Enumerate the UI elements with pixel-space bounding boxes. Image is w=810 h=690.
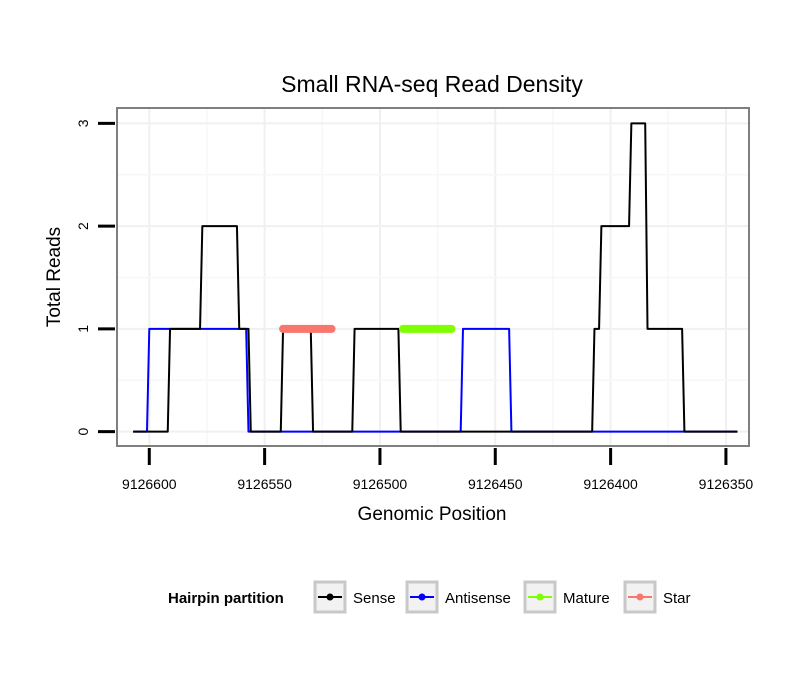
y-tick-label: 3 [75,119,91,127]
x-tick-label: 9126550 [237,476,292,492]
legend-key-point [418,593,426,601]
x-tick-label: 9126450 [468,476,523,492]
y-axis: 0 1 2 3 [75,119,115,436]
chart-title: Small RNA-seq Read Density [281,71,583,97]
x-tick-label: 9126600 [122,476,177,492]
legend-label: Mature [563,590,610,607]
x-tick-label: 9126350 [699,476,754,492]
y-axis-title: Total Reads [44,227,65,327]
x-axis-title: Genomic Position [358,504,507,525]
y-tick-label: 0 [75,428,91,436]
legend-item-antisense: Antisense [405,580,511,614]
legend-label: Sense [353,590,396,607]
legend-key-point [536,593,544,601]
legend-item-star: Star [623,580,691,614]
y-tick-label: 2 [75,222,91,230]
legend-item-sense: Sense [313,580,396,614]
plot-panel [116,107,750,447]
series-line-sense [133,122,738,433]
plot-border [116,107,750,447]
legend-item-mature: Mature [523,580,610,614]
legend-label: Star [663,590,691,607]
legend-title: Hairpin partition [168,590,284,607]
y-tick-label: 1 [75,325,91,333]
series-layer [133,122,738,433]
x-tick-label: 9126500 [353,476,408,492]
series-line-antisense [133,327,738,433]
legend-key-point [326,593,334,601]
x-tick-label: 9126400 [583,476,638,492]
legend-key-point [636,593,644,601]
x-axis: 9126600 9126550 9126500 9126450 9126400 91263… [122,448,753,492]
legend-label: Antisense [445,590,511,607]
legend: Hairpin partition Sense Antisense Mature St… [168,580,691,614]
